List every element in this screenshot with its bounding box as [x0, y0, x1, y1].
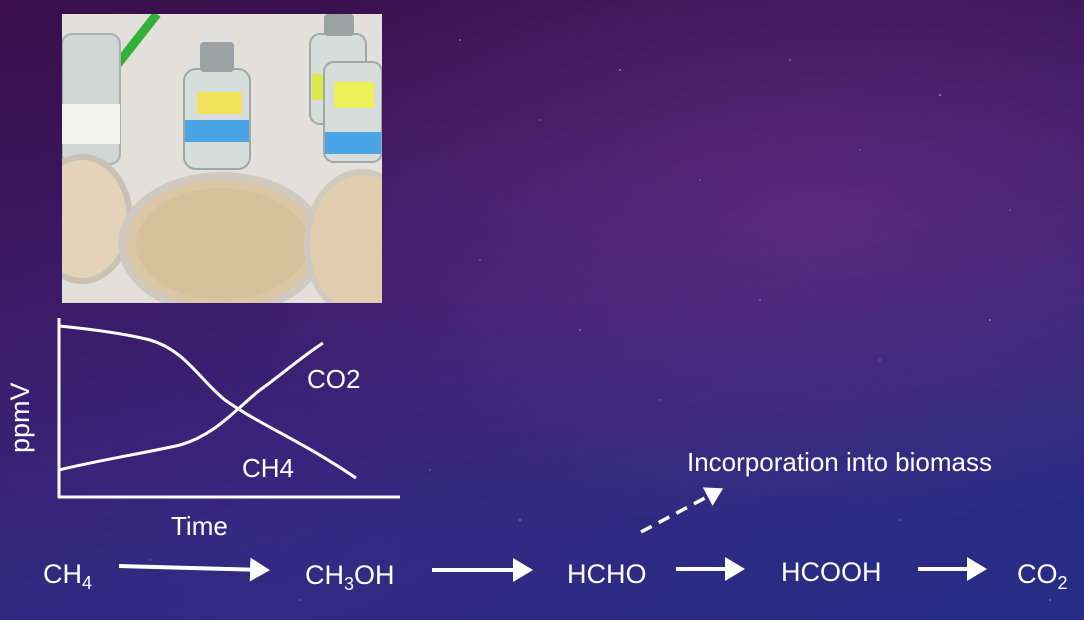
ch4-curve: [58, 324, 357, 480]
co2-molecule: CO2: [1017, 559, 1068, 593]
lab-photo: [62, 14, 382, 303]
y-axis-label: ppmV: [5, 382, 35, 453]
branch-arrow: [640, 487, 724, 534]
co2-curve: [58, 341, 324, 472]
ch4-molecule: CH4: [43, 559, 93, 593]
formic-acid-molecule: HCOOH: [781, 557, 882, 587]
methanol-molecule: CH3OH: [305, 560, 395, 594]
biomass-branch-label: Incorporation into biomass: [687, 447, 992, 477]
ch4-curve-label: CH4: [242, 453, 295, 483]
formaldehyde-molecule: HCHO: [567, 559, 647, 589]
arrow-1: [118, 557, 270, 582]
gas-concentration-graph: [57, 318, 400, 499]
co2-curve-label: CO2: [307, 364, 361, 394]
lab-culture-icon: [62, 14, 382, 303]
x-axis-label: Time: [171, 511, 228, 541]
